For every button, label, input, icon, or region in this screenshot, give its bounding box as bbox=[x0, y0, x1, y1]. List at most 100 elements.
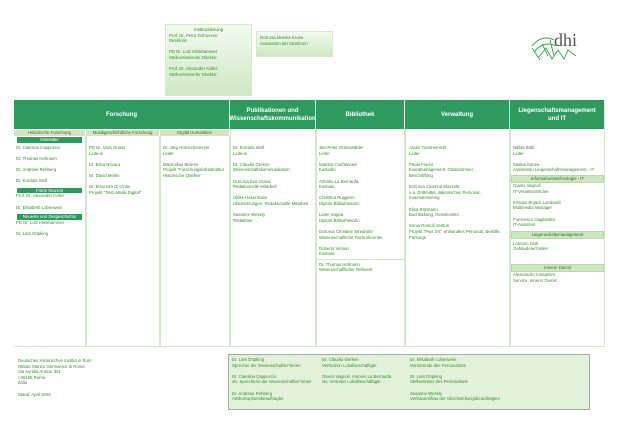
person-name: Dr. Jörg Hörnschemeyer bbox=[163, 145, 210, 150]
band-mittelalter: Mittelalter bbox=[17, 137, 82, 143]
person-name: Gianni Vagnoli bbox=[513, 182, 541, 188]
person-name: Dr. Lars Döpking bbox=[410, 373, 443, 379]
column-digital: Dr. Jörg Hörnschemeyer Leiter Maximilian… bbox=[160, 136, 230, 346]
band-innerer-dienst: Innerer Dienst bbox=[511, 263, 604, 272]
leadership-box: Institutsleitung Prof. Dr. Petra Terhoev… bbox=[165, 24, 252, 96]
header-publikationen: Publikationen und Wissenschaftskommunika… bbox=[229, 100, 316, 129]
person-name: PD Dr. Lutz Klinkhammer bbox=[169, 49, 218, 55]
assistant-box: Dott.ssa Monika Kruse Assistentin der Di… bbox=[256, 31, 333, 57]
person-name: Martina Confalonieri bbox=[319, 161, 358, 167]
person-role: Übersetzungen, Redaktionelle Mitarbeit bbox=[233, 200, 309, 206]
person-role: Fürsorge bbox=[409, 234, 427, 240]
person-role: Kustodin bbox=[319, 167, 336, 173]
person-name: Dr. Andreas Rehberg bbox=[16, 166, 57, 172]
band-it: Informationstechnologie - IT bbox=[511, 174, 604, 183]
address-line: I-00165 Roma bbox=[18, 374, 46, 380]
column-bibliothek: Jan-Peter Grünewälder Leiter Martina Con… bbox=[316, 129, 405, 346]
person-role: Vorsitzende des Personalrats bbox=[410, 362, 466, 368]
person-role: Redaktionelle Mitarbeit bbox=[233, 184, 277, 190]
person-name: Prof. Dr. Alexander Koller bbox=[169, 66, 218, 72]
column-verwaltung: André Tummernicht Leiter Paola Fiorini E… bbox=[405, 129, 510, 346]
person-name: André Tummernicht bbox=[409, 145, 447, 150]
person-name: Christina Ruggiero bbox=[319, 195, 355, 201]
person-role: Historische Quellen" bbox=[163, 172, 202, 178]
band-neueste: Neueste und Zeitgeschichte bbox=[17, 214, 82, 220]
subheader-digital: Digital Humanities bbox=[160, 130, 230, 136]
person-role: Kustode bbox=[319, 184, 335, 190]
person-role: IT-Verantwortlicher bbox=[513, 188, 549, 194]
person-name: Ulrike Hekermans bbox=[233, 195, 268, 201]
person-role: Leiter bbox=[163, 150, 174, 156]
footer-col-1: Dr. Lars Döpking Sprecher der Wissenscha… bbox=[232, 357, 322, 407]
person-name: Dr. Elisabeth Lobenwein bbox=[410, 357, 457, 362]
header-bibliothek: Bibliothek bbox=[316, 100, 405, 129]
person-role: Multimedia Manager bbox=[513, 205, 552, 211]
address-line: Istituto Storico Germanico di Roma bbox=[18, 363, 85, 369]
person-name: Paola Fiorini bbox=[409, 161, 433, 167]
subheader-historisch: Historische Forschung bbox=[14, 130, 86, 136]
person-name: Dr. Caterina Cappuccio bbox=[232, 373, 277, 379]
person-role: Antikorruptionsbeauftragter bbox=[232, 396, 284, 402]
person-name: Liane Soppa bbox=[319, 212, 344, 218]
person-name: Dr. Thomas Hofmann bbox=[319, 261, 360, 267]
person-role: Sprecher der Wissenschaftler*innen bbox=[232, 362, 301, 368]
person-role: Diplom-Bibliothekarin bbox=[319, 200, 360, 206]
person-role: Wissenschaftlicher Referent bbox=[319, 267, 373, 273]
column-historisch: Mittelalter Dr. Caterina Cappuccio Dr. T… bbox=[14, 136, 86, 346]
person-name: Sonia Romoli Venturi bbox=[409, 223, 450, 229]
person-role: Stellvertreter des Personalrats bbox=[410, 379, 468, 385]
header-verwaltung: Verwaltung bbox=[405, 100, 510, 129]
band-fruehe-neuzeit: Frühe Neuzeit bbox=[17, 187, 82, 194]
person-name: Elisa Ritzmann bbox=[409, 206, 438, 212]
header-liegenschaft: Liegenschaftsmanagement und IT bbox=[510, 100, 605, 129]
person-role: Stellvertretender Direktor bbox=[169, 54, 217, 60]
person-role: Leiterin bbox=[233, 150, 248, 156]
person-role: IT-Assistent bbox=[513, 222, 536, 228]
address-line: Via Aurelia Antica, 391 bbox=[18, 369, 61, 375]
person-name: Gianni Vagnoli, Antonio La Bernarda bbox=[322, 373, 392, 379]
person-role: Projekt "Pius XII", entsandtes Personal,… bbox=[409, 228, 501, 234]
logo-star-icon: dhi bbox=[531, 30, 577, 61]
footer-col-2: Dr. Claudia Gerken Vertreterin Lokalbesc… bbox=[322, 357, 410, 407]
person-name: Dr. Lars Döpking bbox=[232, 357, 265, 362]
person-name: Prof. Dr. Alexander Koller bbox=[16, 193, 65, 199]
person-name: Susanne Wesely bbox=[410, 390, 443, 396]
person-name: Dott.ssa Caterina Mazzetti bbox=[409, 184, 460, 190]
header-forschung: Forschung bbox=[14, 100, 230, 129]
person-role: Vertrauensfrau der Gleichstellungsbeauft… bbox=[410, 396, 501, 402]
address-line: Deutsches Historisches Institut in Rom bbox=[18, 358, 92, 363]
person-name: Dr. Lars Döpking bbox=[16, 230, 49, 236]
person-name: Francesco Gagliardini bbox=[513, 216, 555, 222]
person-name: Roberto Versari bbox=[319, 245, 349, 251]
person-role: Projekt "Tanz.Musik.Digital" bbox=[89, 189, 142, 195]
person-role: Assistentin Liegenschaftsmanagement - IT bbox=[513, 167, 595, 173]
person-role: Wissenschaftliche Fachreferentin bbox=[319, 234, 383, 240]
person-name: Dr. Elisa Novara bbox=[89, 161, 121, 167]
person-role: Leiterin bbox=[89, 150, 104, 156]
person-role: Stellvertretender Direktor bbox=[169, 71, 217, 77]
person-role: Direktorin bbox=[169, 38, 188, 44]
person-name: Dr. Claudia Gerken bbox=[233, 161, 270, 167]
person-role: Leiter bbox=[319, 150, 330, 156]
person-name: Susanne Wesely bbox=[233, 212, 266, 218]
person-name: Lorenzo Giuli bbox=[513, 240, 539, 246]
bottom-rule bbox=[14, 346, 605, 347]
footer-col-3: Dr. Elisabeth Lobenwein Vorsitzende des … bbox=[410, 357, 510, 407]
person-role: stv. Vertreter Lokalbeschäftigte bbox=[322, 379, 381, 385]
representatives-box: Dr. Lars Döpking Sprecher der Wissenscha… bbox=[228, 354, 590, 410]
person-name: Dr. Caterina Cappuccio bbox=[16, 144, 61, 150]
person-role: stv. Sprecherin der Wissenschaftler*inne… bbox=[232, 379, 312, 385]
stand-date: Stand: April 2026 bbox=[18, 391, 51, 397]
person-role: Eventmanagement, Gästezimmer, bbox=[409, 167, 474, 173]
column-liegenschaft: Niklas Bolli Leiter Saskia Karow Assiste… bbox=[510, 129, 605, 346]
person-name: Alessandro Costantini bbox=[513, 271, 555, 277]
person-role: Leiter bbox=[513, 150, 524, 156]
person-name: PD Dr. Lutz Klinkhammer bbox=[16, 219, 65, 225]
person-name: Dr. Kordula Wolf bbox=[233, 145, 265, 150]
person-name: Dott.ssa Eva Grassi bbox=[233, 178, 271, 184]
column-musik: PD Dr. Vera Grund Leiterin Dr. Elisa Nov… bbox=[86, 136, 160, 346]
person-role: Redaktion bbox=[233, 217, 253, 223]
person-name: Dr. Eleonora Di Cintio bbox=[89, 184, 131, 190]
person-name: Saskia Karow bbox=[513, 161, 540, 167]
person-name: Maximilian Berens bbox=[163, 161, 199, 167]
